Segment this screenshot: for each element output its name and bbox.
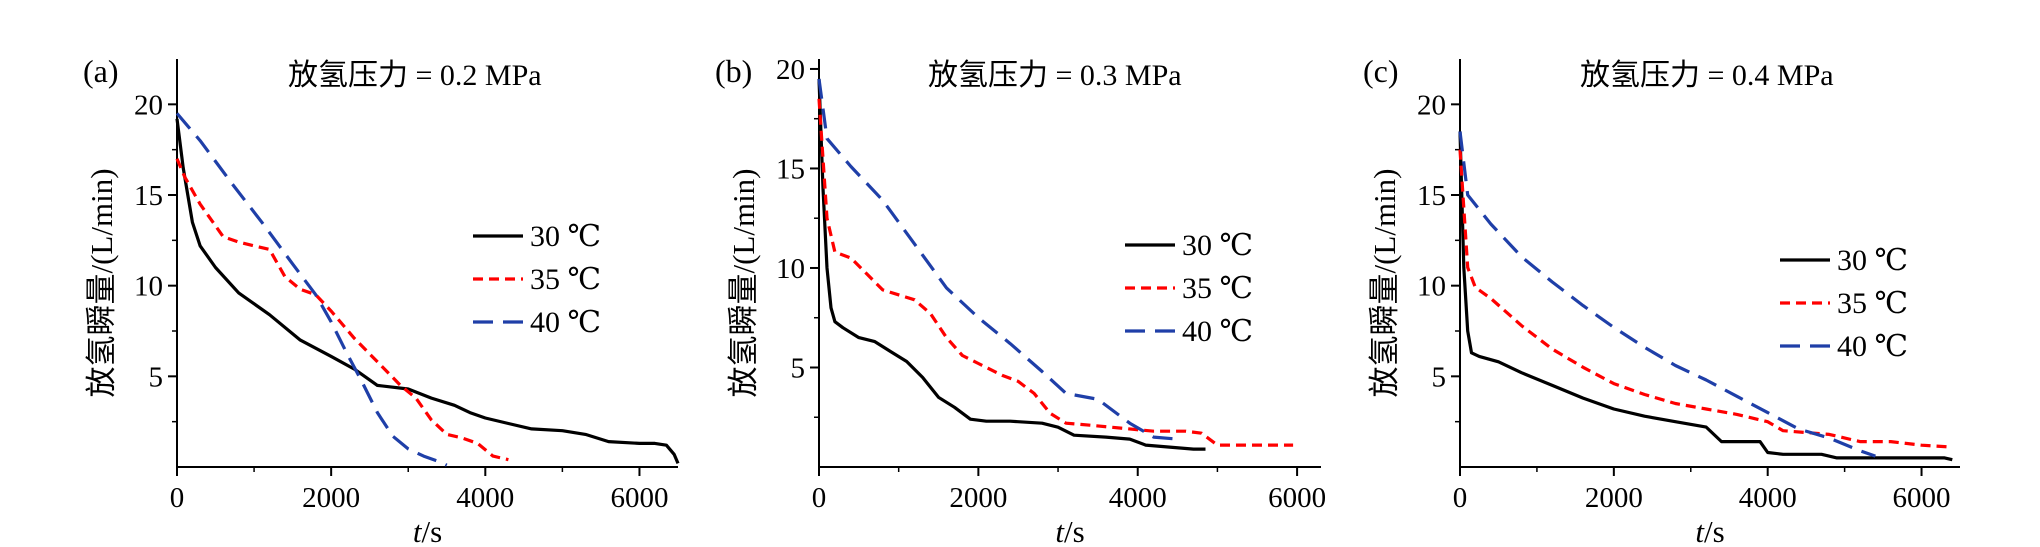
y-tick-label: 15 — [134, 180, 163, 212]
y-tick-label: 5 — [149, 361, 164, 393]
x-tick-label: 0 — [1453, 482, 1468, 514]
legend-label: 40 ℃ — [530, 306, 601, 339]
x-tick-label: 0 — [170, 482, 185, 514]
legend-label: 30 ℃ — [1182, 229, 1253, 262]
x-tick-label: 2000 — [302, 482, 360, 514]
x-tick-label: 0 — [812, 482, 827, 514]
x-axis-title-unit: /s — [421, 514, 442, 547]
series-line-3 — [175, 112, 448, 467]
series-line-2 — [1458, 149, 1953, 449]
legend-label: 30 ℃ — [530, 220, 601, 253]
y-axis-title: 放氢瞬量/(L/min) — [726, 168, 761, 397]
y-tick-label: 10 — [776, 253, 805, 285]
panel-label: (b) — [715, 53, 752, 89]
series-line-1 — [817, 78, 1206, 451]
x-tick-label: 6000 — [610, 482, 668, 514]
panel-label: (a) — [83, 53, 119, 89]
legend: 30 ℃ 35 ℃ 40 ℃ — [1780, 244, 1908, 363]
chart-panel-1: 0 2000 4000 6000 5 10 15 20 30 ℃ 35 ℃ 40 ℃ (a) 放氢压力 … — [83, 53, 680, 547]
series-line-1 — [1458, 131, 1953, 462]
x-tick-label: 4000 — [456, 482, 514, 514]
y-axis-title: 放氢瞬量/(L/min) — [1367, 168, 1402, 397]
x-tick-label: 2000 — [949, 482, 1007, 514]
series-line-1 — [175, 118, 680, 465]
y-tick-label: 10 — [1417, 271, 1446, 303]
legend: 30 ℃ 35 ℃ 40 ℃ — [473, 220, 601, 339]
x-axis-title: t/s — [1055, 514, 1084, 547]
x-axis-title-unit: /s — [1064, 514, 1085, 547]
x-tick-label: 2000 — [1585, 482, 1643, 514]
x-tick-label: 4000 — [1739, 482, 1797, 514]
legend-label: 40 ℃ — [1182, 315, 1253, 348]
x-tick-label: 6000 — [1893, 482, 1951, 514]
x-tick-label: 6000 — [1268, 482, 1326, 514]
legend-label: 35 ℃ — [1182, 272, 1253, 305]
y-tick-label: 20 — [776, 54, 805, 86]
legend-label: 35 ℃ — [530, 263, 601, 296]
panel-title: 放氢压力 = 0.2 MPa — [288, 59, 542, 92]
x-axis-title-var: t — [413, 514, 423, 547]
chart-panel-3: 0 2000 4000 6000 5 10 15 20 30 ℃ 35 ℃ 40 ℃ (c) 放氢压力 … — [1363, 53, 1960, 547]
series-line-2 — [175, 158, 509, 462]
y-tick-label: 20 — [1417, 89, 1446, 121]
x-axis-title: t/s — [413, 514, 442, 547]
x-tick-label: 4000 — [1109, 482, 1167, 514]
y-tick-label: 10 — [134, 271, 163, 303]
series-line-3 — [1458, 131, 1876, 458]
legend-label: 40 ℃ — [1837, 330, 1908, 363]
legend-label: 30 ℃ — [1837, 244, 1908, 277]
x-axis-title-var: t — [1055, 514, 1065, 547]
chart-panel-2: 0 2000 4000 6000 5 10 15 20 30 ℃ 35 ℃ 40 ℃ (b) 放氢压力 … — [715, 53, 1326, 547]
y-axis-title: 放氢瞬量/(L/min) — [84, 168, 119, 397]
y-tick-label: 20 — [134, 89, 163, 121]
panel-label: (c) — [1363, 53, 1399, 89]
panel-title: 放氢压力 = 0.4 MPa — [1580, 59, 1834, 92]
series-line-3 — [817, 78, 1178, 441]
y-tick-label: 5 — [791, 352, 806, 384]
series-line-2 — [817, 98, 1294, 447]
legend-label: 35 ℃ — [1837, 287, 1908, 320]
x-axis-title: t/s — [1695, 514, 1724, 547]
y-tick-label: 5 — [1432, 361, 1447, 393]
y-tick-label: 15 — [776, 153, 805, 185]
legend: 30 ℃ 35 ℃ 40 ℃ — [1125, 229, 1253, 348]
panel-title: 放氢压力 = 0.3 MPa — [928, 59, 1182, 92]
x-axis-title-unit: /s — [1704, 514, 1725, 547]
y-tick-label: 15 — [1417, 180, 1446, 212]
x-axis-title-var: t — [1695, 514, 1705, 547]
